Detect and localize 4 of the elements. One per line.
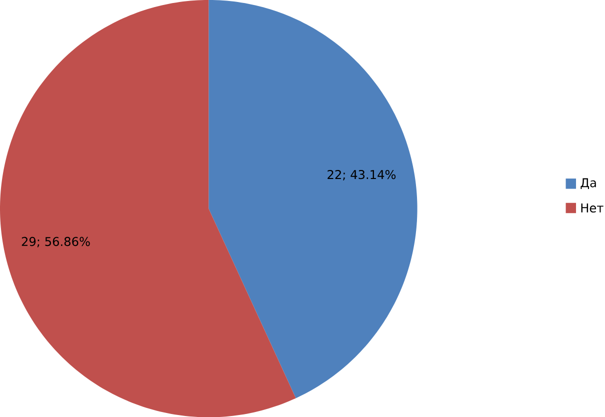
data-label: 22; 43.14%: [328, 170, 396, 180]
data-label: 29; 56.86%: [22, 236, 90, 248]
legend-label: Нет: [581, 203, 604, 212]
legend-label: Да: [580, 178, 596, 189]
